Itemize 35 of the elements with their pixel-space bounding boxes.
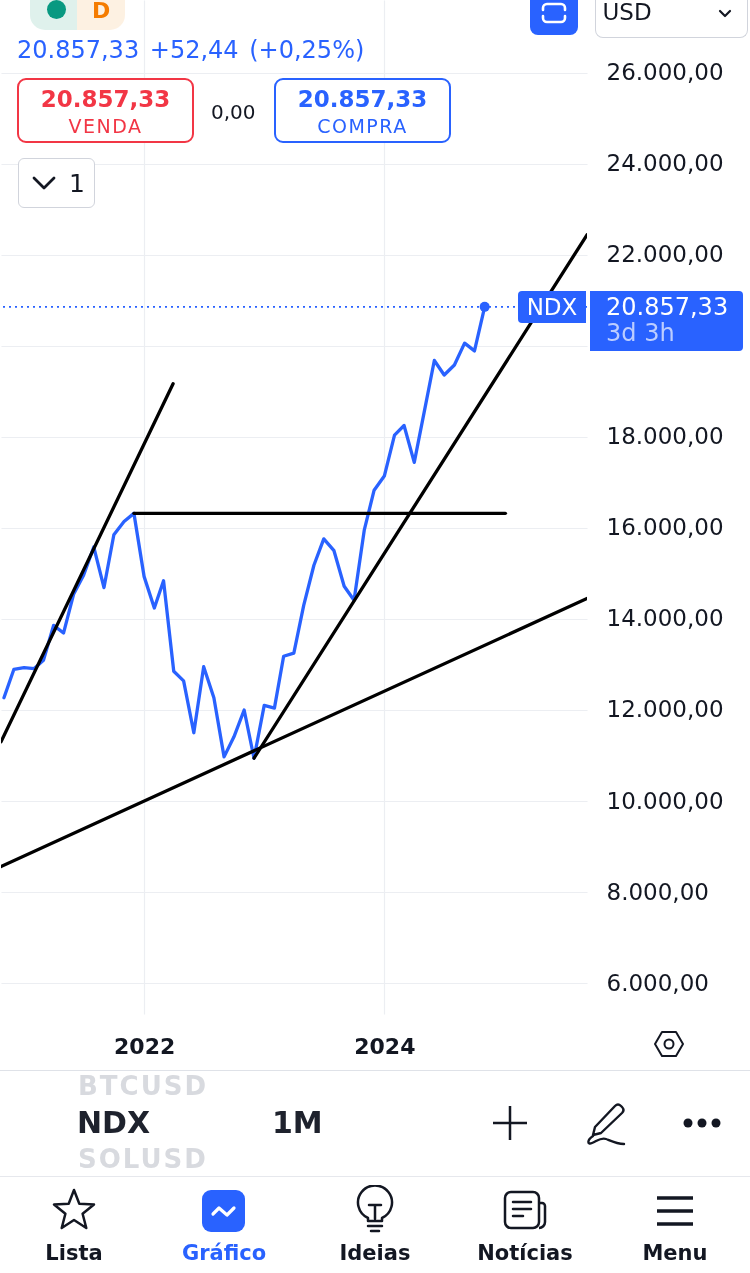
y-tick-label: 6.000,00 <box>606 969 709 996</box>
annotation: 20.857,33 +52,44 (+0,25%) <box>17 36 365 64</box>
y-tick-label: 12.000,00 <box>606 696 724 723</box>
y-tick-label: 24.000,00 <box>606 150 724 177</box>
y-tick-label: 10.000,00 <box>606 787 724 814</box>
text: NDX <box>77 1105 151 1140</box>
x-tick-label: 2024 <box>354 1033 416 1059</box>
sell-button: 20.857,33 VENDA <box>17 78 194 143</box>
currency-dropdown: USD <box>595 0 748 38</box>
text: Notícias <box>477 1241 573 1265</box>
annotation: 20.857,33 <box>297 86 428 112</box>
ref-line-label: NDX <box>526 293 578 320</box>
text: Ideias <box>339 1241 411 1265</box>
text: Menu <box>642 1241 708 1265</box>
text: Gráfico <box>181 1241 267 1265</box>
price-tag: 20.857,33 3d 3h <box>590 290 743 351</box>
annotation: 20.857,33 <box>40 86 171 112</box>
buy-button: 20.857,33 COMPRA <box>274 78 451 143</box>
text: Lista <box>45 1241 103 1265</box>
annotation: COMPRA <box>317 115 408 137</box>
y-tick-label: 14.000,00 <box>606 605 724 632</box>
text: 1M <box>272 1105 323 1140</box>
y-tick-label: 8.000,00 <box>606 878 709 905</box>
y-tick-label: 18.000,00 <box>606 423 724 450</box>
annotation: 0,00 <box>211 100 256 124</box>
y-tick-label: 16.000,00 <box>606 514 724 541</box>
annotation: VENDA <box>68 115 143 137</box>
annotation: D <box>92 0 111 23</box>
y-tick-label: 26.000,00 <box>606 59 724 86</box>
annotation: 1 <box>69 168 85 198</box>
dropdown-button: 1 <box>18 158 95 208</box>
x-tick-label: 2022 <box>114 1033 176 1059</box>
y-tick-label: 22.000,00 <box>606 241 724 268</box>
name-tag: NDX <box>518 290 586 323</box>
status-badge: D <box>30 0 125 30</box>
